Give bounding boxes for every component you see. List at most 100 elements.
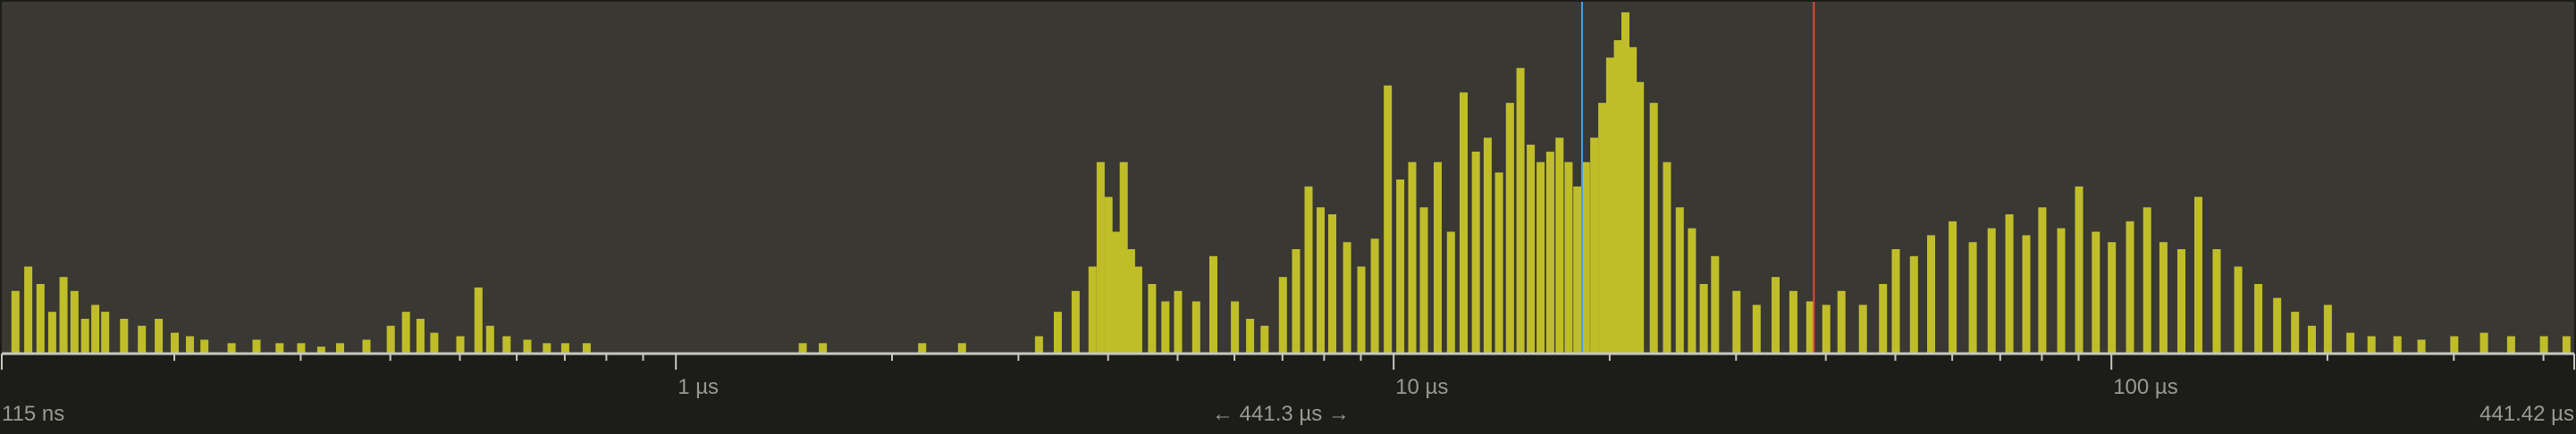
histogram-bar <box>24 266 33 354</box>
histogram-bar <box>2367 336 2376 354</box>
histogram-bar <box>336 343 344 354</box>
histogram-bar <box>171 332 179 354</box>
histogram-bar <box>297 343 306 354</box>
histogram-bar <box>2159 242 2168 354</box>
histogram-bar <box>502 336 511 354</box>
histogram-bar <box>316 346 325 354</box>
histogram-bar <box>1581 162 1590 354</box>
histogram-bar <box>186 336 194 354</box>
histogram-bar <box>1260 325 1269 354</box>
histogram-bar <box>1675 207 1684 354</box>
histogram-bar <box>543 343 551 354</box>
histogram-bar <box>2562 336 2571 354</box>
histogram-bar <box>1328 214 1336 354</box>
histogram-bar <box>2126 221 2134 354</box>
histogram-bar <box>430 332 439 354</box>
histogram-bar <box>2177 249 2185 354</box>
histogram-bar <box>2254 284 2263 354</box>
histogram-bar <box>1034 336 1043 354</box>
histogram-bar <box>2038 207 2047 354</box>
histogram-bar <box>275 343 284 354</box>
histogram-bar <box>474 287 483 354</box>
histogram-bar <box>1191 301 1200 354</box>
histogram-bar <box>1434 162 1442 354</box>
histogram-bar <box>1711 255 1720 354</box>
histogram-bar <box>1613 40 1622 354</box>
histogram-bar <box>1126 249 1135 354</box>
histogram-bar <box>1516 68 1525 354</box>
histogram-bar <box>1112 231 1121 354</box>
histogram-bar <box>2142 207 2151 354</box>
histogram-bar <box>2194 196 2202 354</box>
major-tick-label: 100 µs <box>2113 375 2178 399</box>
histogram-bar <box>47 312 56 354</box>
histogram-bar <box>798 343 807 354</box>
histogram-bar <box>1161 301 1170 354</box>
histogram-bar <box>2234 266 2243 354</box>
histogram-bar <box>1460 92 1468 354</box>
histogram-bar <box>386 325 395 354</box>
histogram-bar <box>1555 138 1564 354</box>
histogram-bar <box>1304 186 1313 354</box>
histogram-bar <box>1605 57 1614 354</box>
histogram-bar <box>1909 255 1918 354</box>
histogram-bars <box>11 12 2571 355</box>
histogram-bar <box>2506 336 2515 354</box>
histogram-bar <box>200 339 209 354</box>
histogram-bar <box>456 336 465 354</box>
histogram-bar <box>2022 235 2031 354</box>
histogram-bar <box>2212 249 2221 354</box>
histogram-bar <box>1891 249 1900 354</box>
range-label: ← 441.3 µs → <box>1212 402 1350 426</box>
axis-start-label: 115 ns <box>2 402 65 426</box>
histogram-bar <box>1879 284 1888 354</box>
histogram-bar <box>1629 46 1637 355</box>
histogram-bar <box>1104 196 1113 354</box>
histogram-bar <box>918 343 927 354</box>
histogram-bar <box>36 284 45 354</box>
histogram-bar <box>1054 312 1062 354</box>
axis-end-label: 441.42 µs <box>2479 402 2574 426</box>
histogram-bar <box>2417 339 2426 354</box>
histogram-bar <box>1968 242 1977 354</box>
histogram-bar <box>1772 277 1780 354</box>
histogram-bar <box>1071 290 1080 354</box>
histogram-bar <box>1505 103 1514 354</box>
histogram-bar <box>1536 162 1545 354</box>
histogram-bar <box>1384 85 1393 354</box>
histogram-bar <box>957 343 966 354</box>
histogram-bar <box>582 343 591 354</box>
histogram-bar <box>1688 228 1696 354</box>
histogram-bar <box>1663 162 1671 354</box>
histogram-bar <box>1231 301 1240 354</box>
histogram-bar <box>1343 242 1351 354</box>
histogram-bar <box>1357 266 1366 354</box>
histogram-bar <box>1789 290 1797 354</box>
histogram-bar <box>560 343 569 354</box>
histogram-bar <box>1858 305 1867 354</box>
histogram-bar <box>91 305 100 354</box>
marker-lines <box>1581 2 1815 354</box>
histogram-bar <box>1590 138 1599 354</box>
histogram-bar <box>70 290 79 354</box>
histogram-bar <box>2291 312 2300 354</box>
histogram-bar <box>1927 235 1935 354</box>
histogram-bar <box>1148 284 1157 354</box>
histogram-bar <box>155 319 164 354</box>
histogram-bar <box>1621 12 1629 355</box>
major-tick-label: 10 µs <box>1395 375 1449 399</box>
histogram-bar <box>1119 162 1128 354</box>
histogram-bar <box>2479 332 2488 354</box>
histogram-bar <box>1419 207 1428 354</box>
histogram-bar <box>2450 336 2459 354</box>
histogram-bar <box>2108 242 2117 354</box>
histogram-bar <box>1292 249 1301 354</box>
histogram-bar <box>1446 231 1455 354</box>
major-tick-label: 1 µs <box>678 375 720 399</box>
histogram-bar <box>1408 162 1417 354</box>
histogram-bar <box>227 343 236 354</box>
histogram-bar <box>1483 138 1492 354</box>
histogram-bar <box>1370 238 1379 354</box>
